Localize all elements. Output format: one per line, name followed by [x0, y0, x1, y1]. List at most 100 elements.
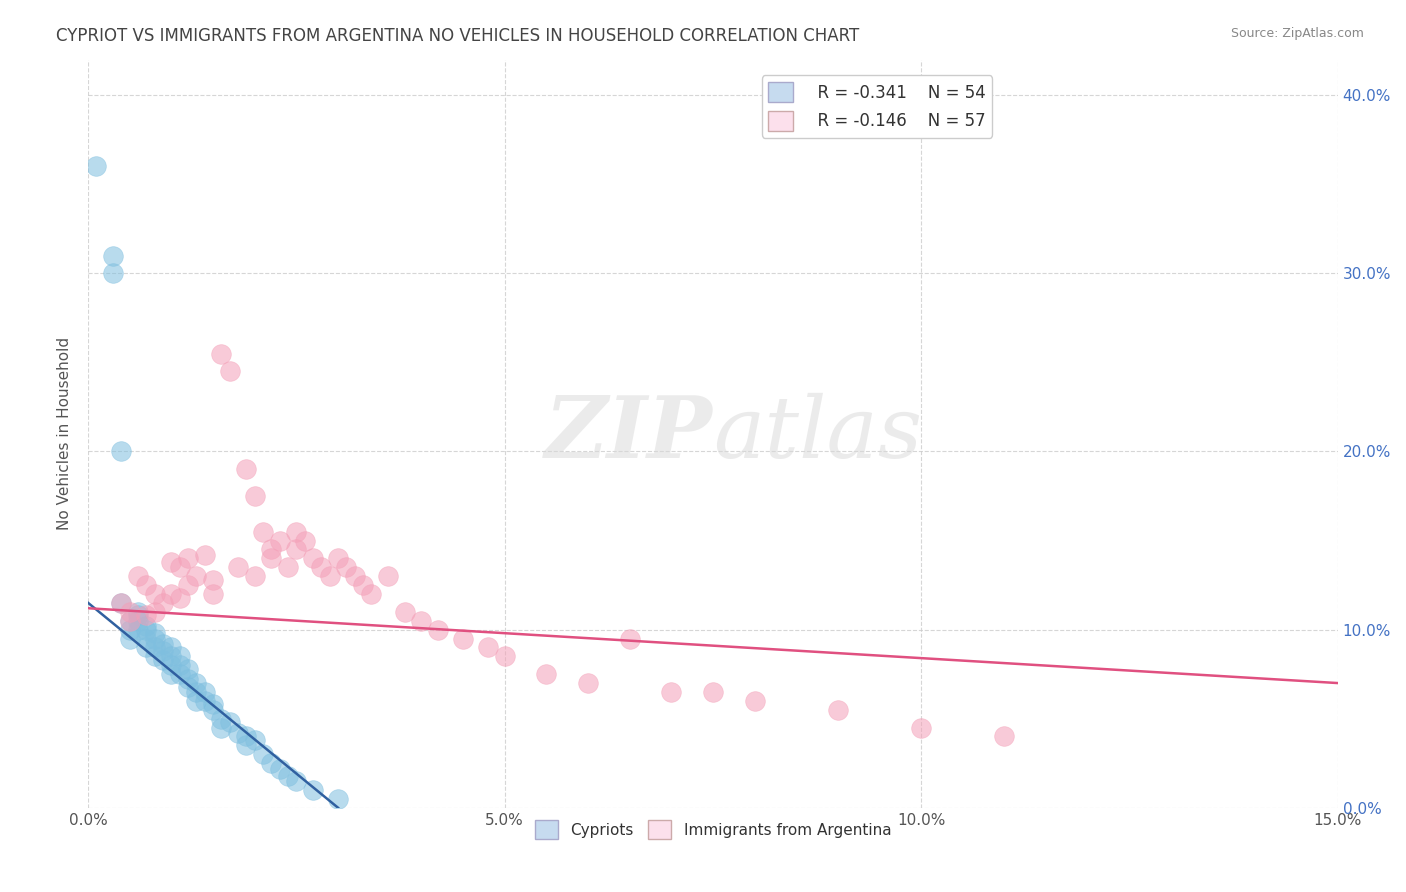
Point: [427, 623, 450, 637]
Point: [277, 769, 299, 783]
Point: [127, 608, 149, 623]
Point: [169, 591, 191, 605]
Point: [160, 555, 183, 569]
Point: [135, 632, 157, 646]
Point: [218, 715, 240, 730]
Point: [86, 160, 108, 174]
Point: [127, 569, 149, 583]
Point: [135, 640, 157, 655]
Point: [202, 698, 225, 712]
Point: [169, 658, 191, 673]
Point: [209, 712, 232, 726]
Point: [252, 747, 274, 762]
Point: [169, 649, 191, 664]
Point: [101, 248, 124, 262]
Point: [744, 694, 766, 708]
Point: [343, 569, 366, 583]
Point: [143, 649, 166, 664]
Point: [177, 673, 200, 687]
Point: [110, 596, 132, 610]
Y-axis label: No Vehicles in Household: No Vehicles in Household: [58, 337, 72, 530]
Point: [186, 676, 208, 690]
Point: [326, 792, 349, 806]
Point: [186, 694, 208, 708]
Point: [118, 614, 141, 628]
Point: [302, 783, 325, 797]
Point: [226, 560, 249, 574]
Point: [993, 730, 1015, 744]
Point: [252, 524, 274, 539]
Text: ZIP: ZIP: [546, 392, 713, 475]
Point: [194, 548, 217, 562]
Point: [360, 587, 382, 601]
Point: [118, 623, 141, 637]
Point: [177, 680, 200, 694]
Text: Source: ZipAtlas.com: Source: ZipAtlas.com: [1230, 27, 1364, 40]
Point: [143, 640, 166, 655]
Point: [160, 649, 183, 664]
Point: [160, 640, 183, 655]
Text: CYPRIOT VS IMMIGRANTS FROM ARGENTINA NO VEHICLES IN HOUSEHOLD CORRELATION CHART: CYPRIOT VS IMMIGRANTS FROM ARGENTINA NO …: [56, 27, 859, 45]
Point: [352, 578, 374, 592]
Point: [260, 551, 283, 566]
Point: [127, 614, 149, 628]
Point: [101, 266, 124, 280]
Point: [160, 587, 183, 601]
Point: [143, 605, 166, 619]
Point: [118, 614, 141, 628]
Point: [118, 605, 141, 619]
Point: [335, 560, 357, 574]
Point: [169, 667, 191, 681]
Point: [536, 667, 558, 681]
Point: [451, 632, 474, 646]
Point: [127, 623, 149, 637]
Point: [319, 569, 342, 583]
Point: [269, 762, 291, 776]
Text: atlas: atlas: [713, 392, 922, 475]
Point: [143, 626, 166, 640]
Point: [152, 596, 174, 610]
Point: [260, 756, 283, 771]
Point: [285, 542, 308, 557]
Point: [260, 542, 283, 557]
Point: [494, 649, 516, 664]
Point: [394, 605, 416, 619]
Point: [326, 551, 349, 566]
Point: [194, 694, 217, 708]
Point: [243, 489, 266, 503]
Point: [127, 605, 149, 619]
Point: [202, 573, 225, 587]
Point: [110, 596, 132, 610]
Point: [226, 726, 249, 740]
Point: [152, 653, 174, 667]
Point: [576, 676, 599, 690]
Point: [477, 640, 499, 655]
Point: [311, 560, 333, 574]
Point: [235, 730, 257, 744]
Point: [411, 614, 433, 628]
Point: [910, 721, 932, 735]
Point: [169, 560, 191, 574]
Point: [143, 632, 166, 646]
Point: [294, 533, 316, 548]
Point: [277, 560, 299, 574]
Point: [135, 619, 157, 633]
Point: [659, 685, 682, 699]
Point: [118, 632, 141, 646]
Point: [194, 685, 217, 699]
Point: [243, 733, 266, 747]
Point: [160, 658, 183, 673]
Legend: Cypriots, Immigrants from Argentina: Cypriots, Immigrants from Argentina: [529, 814, 897, 845]
Point: [619, 632, 641, 646]
Point: [827, 703, 849, 717]
Point: [269, 533, 291, 548]
Point: [177, 662, 200, 676]
Point: [243, 569, 266, 583]
Point: [209, 721, 232, 735]
Point: [177, 551, 200, 566]
Point: [186, 685, 208, 699]
Point: [377, 569, 399, 583]
Point: [160, 667, 183, 681]
Point: [177, 578, 200, 592]
Point: [218, 364, 240, 378]
